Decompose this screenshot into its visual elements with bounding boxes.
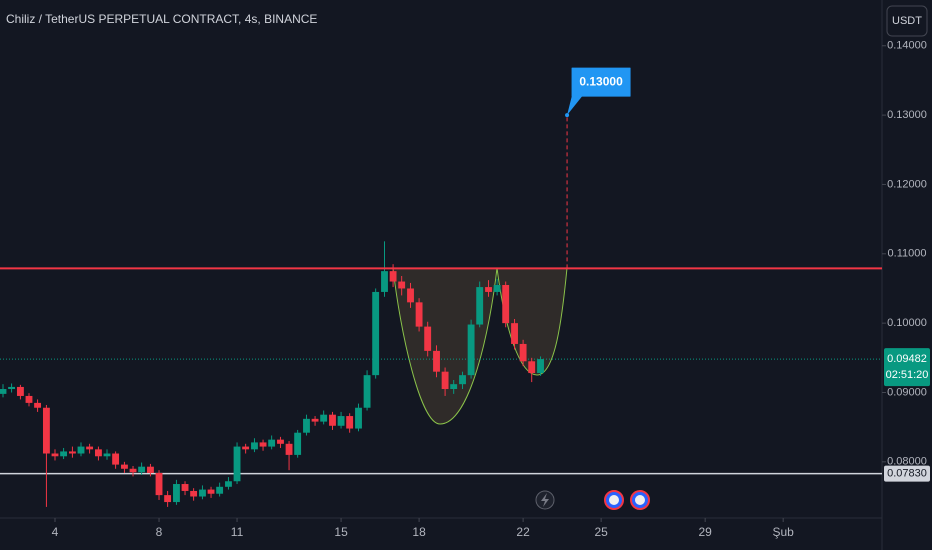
candle-body: [216, 486, 224, 494]
candle-body: [511, 323, 518, 344]
chart-title: Chiliz / TetherUS PERPETUAL CONTRACT, 4s…: [6, 12, 317, 26]
candle-body: [485, 287, 492, 292]
candle-body: [337, 416, 345, 426]
candle-body: [34, 402, 42, 408]
y-tick-label: 0.11000: [888, 248, 927, 260]
candle-body: [277, 439, 284, 444]
lightning: [541, 493, 549, 507]
candle-body: [112, 453, 120, 465]
candle-body: [199, 489, 206, 497]
candle-body: [476, 287, 484, 325]
flag: [609, 495, 619, 505]
candle-body: [268, 439, 276, 447]
x-tick-label: 11: [231, 525, 244, 539]
candle-body: [493, 285, 501, 292]
candle-body: [190, 490, 198, 497]
candle-body: [285, 443, 293, 455]
candle-body: [398, 281, 406, 289]
y-tick-label: 0.12000: [887, 178, 927, 190]
currency-button[interactable]: [886, 5, 928, 37]
candle-body: [86, 446, 94, 450]
target-callout-tail: [567, 95, 584, 116]
candle-body: [329, 414, 336, 426]
candle-body: [294, 432, 302, 455]
candle-body: [320, 414, 328, 422]
candle-body: [251, 442, 258, 450]
candle-body: [415, 302, 423, 327]
candle-body: [225, 481, 232, 487]
candle-body: [259, 442, 267, 447]
event-icons: [535, 490, 650, 510]
x-tick-label: 29: [698, 525, 712, 539]
candle-body: [16, 386, 24, 396]
candle-body: [407, 288, 414, 303]
y-tick-label: 0.08000: [887, 456, 927, 468]
candle-body: [424, 326, 432, 351]
x-tick-label: Şub: [772, 525, 794, 539]
candle-body: [51, 453, 59, 457]
candle-body: [467, 324, 475, 376]
candle-body: [129, 468, 137, 473]
candle-body: [95, 449, 102, 457]
candle-body: [155, 472, 163, 496]
x-tick-label: 15: [334, 525, 348, 539]
y-tick-label: 0.14000: [887, 40, 927, 52]
countdown-label: 02:51:20: [886, 369, 929, 381]
candle-body: [363, 375, 371, 408]
last-price-box: [884, 348, 930, 387]
support-label-box: [884, 465, 930, 482]
x-tick-label: 25: [594, 525, 608, 539]
y-tick-label: 0.13000: [887, 109, 927, 121]
candle-body: [60, 451, 68, 457]
candle-body: [355, 407, 362, 429]
candle-body: [346, 416, 354, 429]
candle-body: [381, 271, 388, 292]
candle-body: [528, 361, 536, 374]
candle-body: [242, 446, 250, 450]
candle-body: [25, 395, 33, 403]
candle-body: [502, 285, 510, 324]
x-tick-label: 22: [516, 525, 530, 539]
candle-body: [138, 466, 146, 473]
candle-body: [164, 495, 172, 503]
flag: [635, 495, 645, 505]
x-tick-label: 8: [156, 525, 163, 539]
currency-label[interactable]: USDT: [892, 15, 922, 27]
support-label: 0.07830: [887, 468, 927, 480]
candle-body: [121, 464, 128, 469]
target-label: 0.13000: [579, 74, 623, 88]
candle-body: [372, 291, 380, 376]
candle-body: [450, 384, 458, 390]
candle-body: [181, 484, 189, 491]
x-tick-label: 4: [52, 525, 59, 539]
candle-body: [42, 407, 50, 454]
y-tick-label: 0.10000: [887, 317, 927, 329]
candle-body: [147, 466, 154, 473]
candle-body: [433, 350, 440, 372]
candle-body: [389, 271, 397, 282]
candle-body: [441, 371, 449, 390]
candle-body: [519, 343, 527, 362]
candle-body: [537, 359, 544, 374]
candle-body: [8, 386, 16, 390]
candle-body: [459, 375, 466, 385]
candle-body: [303, 418, 310, 433]
y-tick-label: 0.09000: [887, 386, 927, 398]
candle-body: [0, 389, 7, 394]
x-tick-label: 18: [412, 525, 426, 539]
candle-body: [77, 446, 85, 454]
candle-body: [173, 484, 180, 503]
candle-body: [207, 489, 215, 494]
candle-body: [233, 446, 241, 482]
candle-body: [103, 453, 111, 457]
last-price-label: 0.09482: [887, 353, 927, 365]
candle-body: [68, 451, 76, 454]
candle-body: [311, 418, 319, 422]
